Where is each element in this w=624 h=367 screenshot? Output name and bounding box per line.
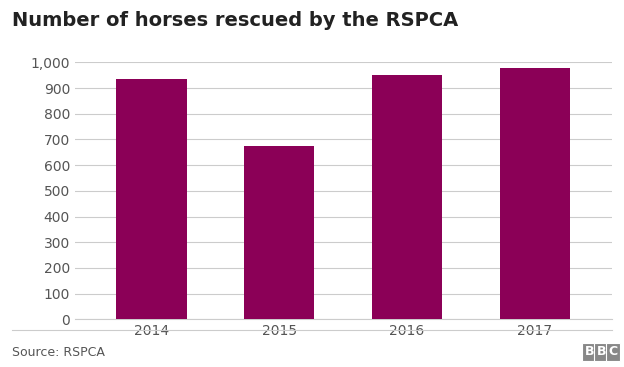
Text: B: B [597, 345, 607, 358]
Text: C: C [609, 345, 618, 358]
Text: Number of horses rescued by the RSPCA: Number of horses rescued by the RSPCA [12, 11, 459, 30]
Bar [500, 68, 570, 319]
Bar [244, 146, 314, 319]
Bar [372, 75, 442, 319]
Text: B: B [585, 345, 595, 358]
Bar [117, 79, 187, 319]
Text: Source: RSPCA: Source: RSPCA [12, 346, 105, 359]
